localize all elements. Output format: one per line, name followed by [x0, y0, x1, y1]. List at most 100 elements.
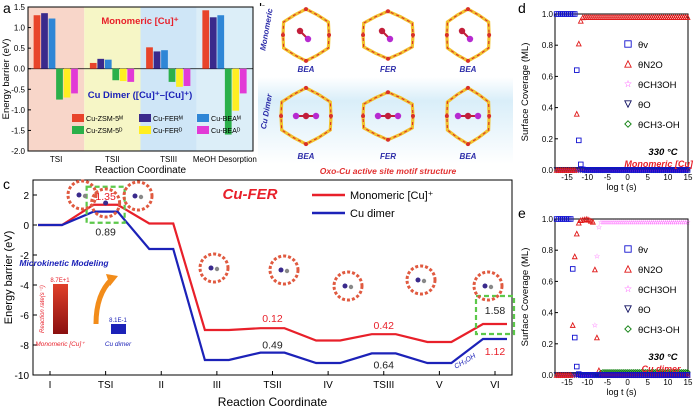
y-tick-label: 0.8 [542, 41, 554, 50]
y-tick-label: -0.5 [11, 85, 25, 94]
legend-label: Cu dimer [350, 208, 395, 220]
data-point: ☆ [596, 224, 602, 232]
framework-oxygen-atom [361, 33, 366, 37]
copper-atom [304, 35, 312, 43]
barrier-label: 1.58 [485, 305, 506, 317]
data-point: ☆ [558, 166, 564, 174]
legend-swatch [72, 126, 84, 134]
panel-letter-d: d [518, 0, 526, 16]
x-tick-label: I [49, 380, 52, 391]
barrier-label: 0.42 [374, 320, 395, 332]
bar [119, 68, 127, 82]
panel-letter-c: c [3, 176, 10, 192]
bar [71, 68, 78, 94]
framework-oxygen-atom [466, 58, 470, 63]
framework-oxygen-atom [327, 33, 332, 37]
rate-label-dimer: Cu dimer [105, 341, 132, 348]
x-tick-label: V [436, 380, 443, 391]
framework-label-top-3: BEA [460, 65, 477, 74]
data-point [567, 371, 574, 378]
data-point: ☆ [562, 166, 568, 174]
data-point: ☆ [566, 166, 572, 174]
y-tick-label: -2.0 [11, 147, 25, 156]
chart-a-bar: -2.0 -1.5 -1.0 -0.5 0.0 0.5 1.0 1.5 TSI TSII TSIII… [1, 3, 257, 176]
data-point: ☆ [616, 218, 622, 226]
data-point [571, 334, 578, 341]
bar [168, 68, 176, 82]
data-point: ☆ [624, 218, 630, 226]
chart-e-coverage: 0.0 0.2 0.4 0.6 0.8 1.0 -15 -10 -5 0 5 10 15 log t (s… [520, 215, 693, 397]
y-axis-title: Energy barrier (eV) [1, 39, 12, 120]
x-tick-label: 15 [684, 378, 693, 387]
data-point: ☆ [602, 218, 608, 226]
framework-label-top-2: FER [380, 65, 396, 74]
data-point [575, 40, 582, 47]
copper-atom [312, 112, 320, 120]
copper-atom [342, 283, 348, 289]
y-tick-label: 0.6 [542, 72, 554, 81]
y-tick-label: -1.0 [11, 106, 25, 115]
legend-label: θv [638, 40, 648, 51]
y-tick-label: 1.0 [542, 215, 554, 224]
copper-atom [454, 112, 462, 120]
adsorbate-atom [348, 284, 354, 290]
x-tick-label: TSI [50, 155, 62, 164]
bar [33, 15, 41, 69]
data-point [624, 100, 632, 109]
data-point [577, 17, 584, 24]
data-point: ☆ [554, 166, 560, 174]
rate-arrow-head [106, 274, 118, 286]
data-point: ☆ [654, 218, 660, 226]
copper-atom [132, 193, 138, 199]
legend-label: Cu-ZSM-5ᴰ [86, 126, 123, 135]
system-label: Monomeric [Cu]⁺ [624, 159, 694, 169]
framework-label-top-1: BEA [298, 65, 315, 74]
data-point [574, 363, 580, 370]
plot-frame [27, 6, 254, 152]
data-point: ☆ [624, 284, 633, 295]
legend-label: Cu-FERᴹ [153, 114, 183, 123]
data-point: ☆ [574, 166, 580, 174]
y-tick-label: 0.2 [542, 340, 554, 349]
legend-label: Cu-ZSM-5ᴹ [86, 114, 123, 123]
panel-b-caption: Oxo-Cu active site motif structure [320, 166, 457, 176]
intermediate-structure [472, 270, 504, 302]
data-point: ☆ [672, 218, 678, 226]
legend-label: θO [638, 100, 651, 111]
legend-label: θv [638, 245, 648, 256]
copper-atom [103, 200, 109, 206]
rate-value-monomeric: 8.7E+1 [50, 278, 70, 284]
copper-atom [374, 112, 382, 120]
data-point: ☆ [658, 218, 664, 226]
data-point [589, 218, 596, 225]
data-point: ☆ [558, 371, 564, 379]
bar [112, 68, 120, 81]
bar [97, 58, 105, 69]
data-point: ☆ [570, 371, 576, 379]
data-point [569, 321, 576, 328]
y-tick-label: 1.5 [14, 3, 26, 12]
legend-swatch [197, 126, 209, 134]
x-tick-label: II [158, 380, 164, 391]
bar [209, 17, 217, 69]
data-point: ☆ [630, 218, 636, 226]
data-point: ☆ [570, 166, 576, 174]
data-point [573, 230, 580, 237]
bar [41, 13, 48, 69]
bar [176, 68, 183, 87]
data-point [684, 372, 691, 378]
framework-label-bottom-3: BEA [460, 152, 477, 161]
framework-oxygen-atom [304, 58, 308, 63]
framework-label-bottom-2: FER [380, 152, 396, 161]
data-point [593, 334, 600, 341]
data-point: ☆ [682, 218, 688, 226]
data-point: ☆ [685, 218, 691, 226]
x-tick-label: III [213, 380, 221, 391]
legend-label: Monomeric [Cu]⁺ [350, 190, 434, 202]
data-point [624, 245, 632, 253]
data-point: ☆ [592, 321, 598, 329]
legend-label: θCH3-OH [638, 120, 680, 131]
data-point [684, 13, 691, 20]
y-axis-title: Energy barrier (eV) [3, 231, 15, 325]
data-point: ☆ [568, 371, 574, 379]
